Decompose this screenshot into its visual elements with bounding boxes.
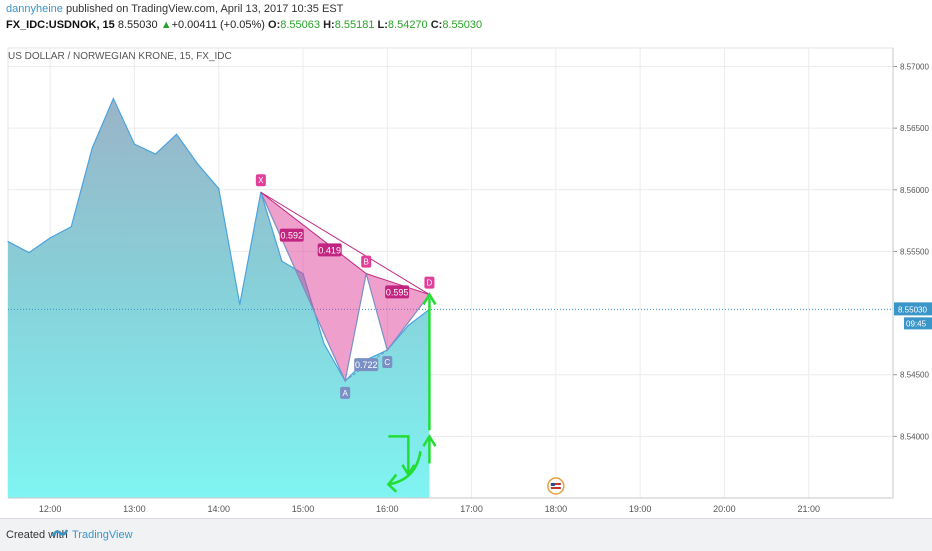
high-label: H:	[323, 19, 335, 31]
flag-canton	[550, 483, 555, 486]
price-point	[281, 260, 283, 262]
last-price-label: 8.55030	[898, 305, 927, 314]
created-with-text: Created with	[6, 529, 68, 541]
point-label-a[interactable]: A	[342, 389, 348, 398]
price-point	[323, 343, 325, 345]
author-link[interactable]: dannyheine	[6, 3, 63, 15]
last-price: 8.55030	[117, 19, 158, 31]
open-value: 8.55063	[280, 19, 321, 31]
price-chart[interactable]: X A B C D 0.592 0.419 0.595 0.722 12:00 13:00 14:0…	[0, 40, 932, 518]
point-label-d-bg	[424, 276, 435, 289]
open-label: O:	[268, 19, 281, 31]
price-point	[197, 163, 199, 165]
x-tick-label: 19:00	[629, 504, 652, 514]
point-label-d[interactable]: D	[427, 279, 433, 288]
x-tick-label: 16:00	[376, 504, 399, 514]
small-up-arrow-head-icon[interactable]	[422, 433, 437, 447]
low-value: 8.54270	[387, 19, 428, 31]
price-point	[218, 187, 220, 190]
high-value: 8.55181	[334, 19, 375, 31]
price-point	[28, 252, 30, 254]
point-label-x-bg	[255, 174, 266, 187]
y-tick-label: 8.54000	[900, 432, 929, 441]
close-label: C:	[430, 19, 443, 31]
x-tick-label: 21:00	[797, 504, 820, 514]
y-tick-label: 8.55500	[900, 247, 929, 256]
pattern-connector	[260, 191, 430, 296]
ratio-label-bg	[354, 358, 379, 372]
xabcd-pattern[interactable]: X A B C D 0.592 0.419 0.595 0.722	[255, 174, 435, 399]
x-tick-label: 14:00	[207, 504, 230, 514]
ratio-label: 0.595	[386, 287, 409, 297]
flag-stripe	[550, 487, 561, 489]
change-value: +0.00411 (+0.05%)	[171, 19, 265, 31]
x-tick-label: 20:00	[713, 504, 736, 514]
chart-area[interactable]: X A B C D 0.592 0.419 0.595 0.722 12:00 13:00 14:0…	[0, 40, 932, 518]
ratio-label-bg	[279, 228, 304, 242]
axes: 12:00 13:00 14:00 15:00 16:00 17:00 18:00 19:00…	[8, 48, 932, 514]
us-flag-event-icon[interactable]	[547, 477, 565, 495]
price-point	[407, 324, 409, 326]
arrow-annotations[interactable]	[386, 292, 437, 493]
y-tick-label: 8.56000	[900, 186, 929, 195]
ratio-label: 0.419	[318, 245, 341, 255]
x-tick-label: 17:00	[460, 504, 483, 514]
y-tick-label: 8.57000	[900, 62, 929, 71]
price-point	[49, 237, 51, 239]
point-label-a-bg	[340, 386, 351, 399]
countdown-badge	[904, 317, 932, 330]
point-label-c[interactable]: C	[384, 358, 390, 367]
symbol-label[interactable]: FX_IDC:USDNOK, 15	[6, 19, 115, 31]
point-label-x[interactable]: X	[258, 176, 264, 185]
price-area	[7, 97, 893, 498]
ohlc-info: FX_IDC:USDNOK, 15 8.55030 ▲+0.00411 (+0.…	[6, 19, 482, 31]
up-triangle-icon: ▲	[160, 19, 172, 31]
up-arrow-head-icon[interactable]	[422, 292, 437, 306]
ratio-label-bg	[385, 285, 410, 299]
pattern-connector	[366, 273, 430, 296]
low-label: L:	[377, 19, 388, 31]
point-label-c-bg	[382, 356, 393, 369]
price-point	[154, 153, 157, 155]
y-tick-label: 8.56500	[900, 124, 929, 133]
down-arrow-shaft[interactable]	[388, 435, 410, 474]
curved-arrow-head-icon[interactable]	[386, 473, 398, 493]
ratio-label-bg	[317, 243, 342, 257]
y-tick-label: 8.54500	[900, 371, 929, 380]
point-label-b-bg	[361, 255, 372, 268]
x-tick-label: 12:00	[39, 504, 62, 514]
ratio-label: 0.722	[355, 360, 378, 370]
ratio-label: 0.592	[280, 231, 303, 241]
price-point	[112, 97, 114, 100]
point-label-b[interactable]: B	[364, 258, 369, 267]
price-point	[70, 226, 72, 228]
x-tick-label: 13:00	[123, 504, 146, 514]
x-tick-label: 15:00	[292, 504, 315, 514]
published-text: published on TradingView.com, April 13, …	[62, 3, 344, 15]
pattern-connector	[260, 191, 367, 275]
price-point	[7, 240, 9, 243]
close-value: 8.55030	[442, 19, 483, 31]
publish-info: dannyheine published on TradingView.com,…	[6, 3, 343, 15]
price-point	[239, 303, 241, 306]
tradingview-link[interactable]: TradingView	[72, 529, 133, 541]
chart-title: US DOLLAR / NORWEGIAN KRONE, 15, FX_IDC	[8, 51, 232, 62]
price-point	[91, 147, 93, 149]
price-point	[175, 133, 178, 135]
flag-stripe	[550, 483, 561, 485]
chart-header: dannyheine published on TradingView.com,…	[0, 0, 932, 40]
tradingview-logo-icon	[51, 527, 69, 546]
price-point	[133, 143, 136, 145]
curved-arrow-shaft[interactable]	[388, 450, 422, 486]
price-area-fill	[8, 98, 430, 498]
footer: Created with TradingView	[0, 518, 932, 551]
last-price-badge	[894, 302, 932, 316]
countdown-label: 09:45	[906, 319, 927, 328]
x-tick-label: 18:00	[545, 504, 568, 514]
